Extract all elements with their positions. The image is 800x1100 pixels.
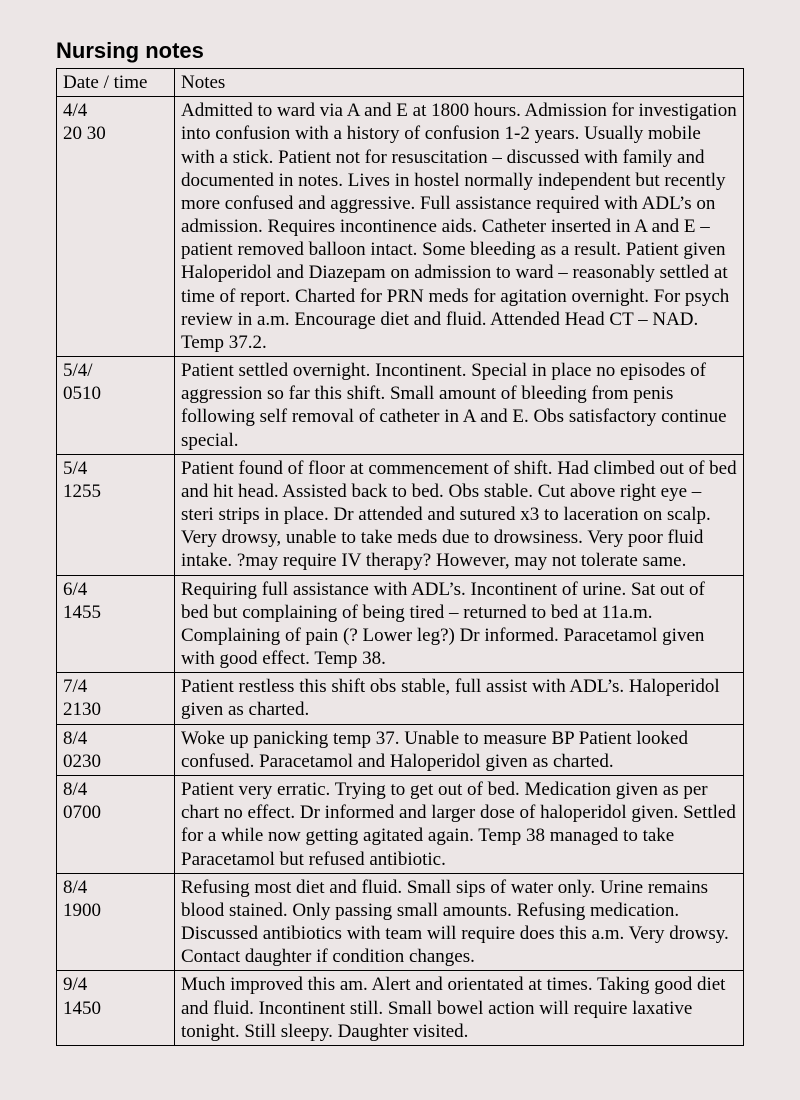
cell-notes: Refusing most diet and fluid. Small sips… [175, 873, 744, 971]
cell-notes: Patient found of floor at commencement o… [175, 454, 744, 575]
table-row: 6/4 1455Requiring full assistance with A… [57, 575, 744, 673]
col-header-notes: Notes [175, 69, 744, 97]
cell-notes: Patient restless this shift obs stable, … [175, 673, 744, 724]
table-row: 4/4 20 30Admitted to ward via A and E at… [57, 97, 744, 357]
cell-datetime: 4/4 20 30 [57, 97, 175, 357]
nursing-notes-table: Date / time Notes 4/4 20 30Admitted to w… [56, 68, 744, 1046]
table-row: 9/4 1450Much improved this am. Alert and… [57, 971, 744, 1046]
cell-notes: Much improved this am. Alert and orienta… [175, 971, 744, 1046]
cell-datetime: 7/4 2130 [57, 673, 175, 724]
page-title: Nursing notes [56, 38, 744, 64]
cell-datetime: 8/4 1900 [57, 873, 175, 971]
cell-datetime: 9/4 1450 [57, 971, 175, 1046]
cell-datetime: 6/4 1455 [57, 575, 175, 673]
cell-notes: Patient settled overnight. Incontinent. … [175, 357, 744, 455]
cell-notes: Admitted to ward via A and E at 1800 hou… [175, 97, 744, 357]
table-header-row: Date / time Notes [57, 69, 744, 97]
cell-datetime: 5/4 1255 [57, 454, 175, 575]
table-row: 8/4 0230Woke up panicking temp 37. Unabl… [57, 724, 744, 775]
col-header-datetime: Date / time [57, 69, 175, 97]
cell-datetime: 8/4 0230 [57, 724, 175, 775]
cell-notes: Requiring full assistance with ADL’s. In… [175, 575, 744, 673]
cell-notes: Woke up panicking temp 37. Unable to mea… [175, 724, 744, 775]
table-row: 7/4 2130Patient restless this shift obs … [57, 673, 744, 724]
table-row: 5/4/ 0510Patient settled overnight. Inco… [57, 357, 744, 455]
cell-notes: Patient very erratic. Trying to get out … [175, 775, 744, 873]
cell-datetime: 8/4 0700 [57, 775, 175, 873]
cell-datetime: 5/4/ 0510 [57, 357, 175, 455]
table-row: 8/4 1900Refusing most diet and fluid. Sm… [57, 873, 744, 971]
table-row: 5/4 1255Patient found of floor at commen… [57, 454, 744, 575]
table-row: 8/4 0700Patient very erratic. Trying to … [57, 775, 744, 873]
